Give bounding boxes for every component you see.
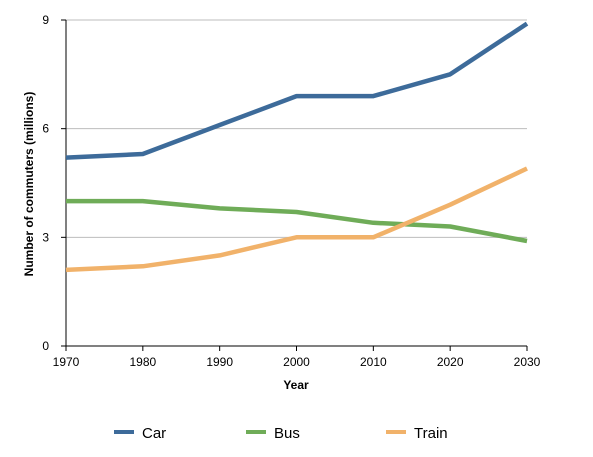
y-tick-label: 9 [42, 13, 49, 27]
y-tick-labels: 0 3 6 9 [42, 13, 49, 353]
x-tick-label: 1980 [129, 355, 156, 369]
x-axis-title: Year [283, 378, 309, 392]
x-tick-labels: 1970 1980 1990 2000 2010 2020 2030 [53, 355, 541, 369]
legend: Car Bus Train [114, 425, 448, 442]
y-axis-title: Number of commuters (millions) [22, 92, 36, 277]
gridlines [66, 19, 527, 238]
x-tick-label: 1970 [53, 355, 80, 369]
series-line-train [65, 166, 528, 273]
x-tick-label: 1990 [206, 355, 233, 369]
x-tick-label: 2030 [514, 355, 541, 369]
x-tick-label: 2010 [360, 355, 387, 369]
x-tick-label: 2000 [283, 355, 310, 369]
series-line-car [65, 21, 529, 160]
series-line-bus [66, 198, 528, 244]
y-tick-label: 6 [42, 122, 49, 136]
y-tick-label: 3 [42, 230, 49, 244]
y-tick-label: 0 [42, 339, 49, 353]
axes [61, 19, 528, 351]
x-tick-label: 2020 [437, 355, 464, 369]
series-lines [65, 21, 529, 273]
legend-label-bus: Bus [274, 425, 300, 442]
legend-label-train: Train [414, 425, 448, 442]
legend-label-car: Car [142, 425, 166, 442]
